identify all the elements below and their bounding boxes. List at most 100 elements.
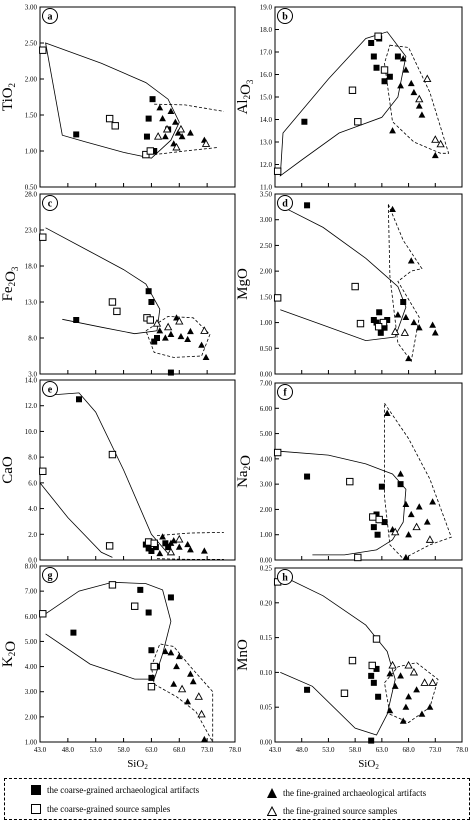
y-tick-label: 1.50 (25, 112, 38, 120)
y-tick-label: 0.10 (260, 669, 273, 677)
coarse-source-point (379, 318, 388, 327)
fine-artifact-point (167, 649, 175, 656)
legend-label-coarse-sources: the coarse-grained source samples (47, 804, 171, 814)
fine-artifact-point (200, 735, 208, 743)
y-tick-label: 3.00 (260, 216, 273, 224)
fine-artifact-point (159, 533, 166, 540)
fine-source-point (412, 522, 421, 531)
coarse-artifact-point (154, 335, 160, 341)
coarse-artifact-point (374, 531, 381, 538)
coarse-source-point (146, 316, 155, 324)
coarse-grained-field-curve (279, 31, 407, 177)
coarse-artifact-point (304, 686, 311, 693)
fine-artifact-point (413, 686, 420, 693)
fine-artifact-point (399, 717, 407, 724)
coarse-artifact-point (145, 609, 152, 616)
coarse-source-point (108, 450, 117, 459)
coarse-artifact-point (148, 647, 155, 654)
y-tick-label: 0.50 (260, 345, 273, 353)
y-tick-label: 3.50 (260, 191, 273, 199)
plot-frame (39, 6, 236, 188)
fine-source-point (177, 684, 187, 693)
coarse-grained-field-curve (280, 450, 407, 556)
y-axis-label-subscript: 3 (10, 266, 20, 271)
open-triangle-icon (267, 806, 277, 816)
plot-frame (39, 379, 236, 561)
y-tick-label: 17.0 (260, 49, 273, 57)
fine-source-point (420, 678, 429, 686)
coarse-artifact-point (384, 317, 391, 323)
fine-source-point (200, 326, 209, 334)
y-tick-label: 2.50 (260, 242, 273, 250)
fine-artifact-point (184, 540, 192, 548)
y-axis-label-text: CaO (0, 456, 16, 484)
open-square-icon (31, 804, 41, 814)
y-tick-label: 5.00 (260, 430, 273, 438)
fine-artifact-point (423, 518, 431, 525)
fine-source-point (404, 660, 413, 669)
fine-artifact-point (410, 88, 418, 96)
y-tick-label: 11.0 (260, 184, 272, 192)
fine-artifact-point (389, 127, 396, 134)
y-axis-label-text: MgO (235, 268, 251, 300)
fine-artifact-point (402, 553, 410, 561)
fine-artifact-point (415, 102, 423, 109)
fine-artifact-point (431, 151, 439, 159)
y-axis-label-text: Fe (0, 286, 16, 301)
coarse-artifact-point (386, 73, 393, 80)
coarse-source-point (150, 662, 158, 671)
fine-source-point (163, 322, 173, 331)
coarse-source-point (105, 114, 114, 123)
y-tick-label: 4.0 (28, 505, 37, 513)
coarse-artifact-point (162, 540, 169, 547)
x-axis-label-subscript: 2 (375, 763, 379, 771)
x-tick-label: 68.0 (173, 746, 186, 754)
x-tick-label: 73.0 (201, 746, 214, 754)
y-tick-label: 3.00 (260, 481, 273, 489)
fine-artifact-point (175, 652, 183, 660)
coarse-artifact-point (394, 53, 401, 60)
y-tick-label: 28.0 (25, 191, 38, 199)
legend-label-fine-artifacts: the fine-grained archaeological artifact… (283, 788, 427, 798)
coarse-grained-field-curve (45, 227, 161, 335)
fine-grained-field-curve (387, 204, 423, 363)
y-tick-label: 0.00 (260, 557, 273, 565)
fine-artifact-point (397, 672, 404, 679)
fine-artifact-point (405, 354, 412, 362)
y-tick-label: 0.25 (260, 565, 273, 573)
fine-artifact-point (402, 703, 410, 710)
fine-artifact-point (389, 205, 396, 213)
coarse-artifact-point (373, 64, 380, 71)
y-tick-label: 1.00 (25, 739, 38, 747)
panel-letter-badge (277, 384, 293, 400)
fine-source-point (423, 74, 432, 83)
y-tick-label: 7.00 (260, 380, 273, 388)
x-axis-label: SiO2 (358, 758, 379, 771)
y-tick-label: 0.0 (28, 557, 37, 565)
fine-source-point (201, 139, 211, 147)
y-tick-label: 0.20 (260, 599, 273, 607)
fine-artifact-point (156, 104, 164, 111)
fine-artifact-point (402, 66, 410, 73)
fine-grained-field-curve (384, 401, 452, 560)
fine-source-point (153, 132, 163, 140)
panel-c: 3.0 8.0 13.0 18.0 23.0 28.0 c Fe2O3 (0, 191, 236, 379)
coarse-artifact-point (376, 309, 383, 316)
coarse-source-point (39, 46, 47, 54)
coarse-source-point (273, 294, 282, 302)
x-tick-label: 43.0 (34, 746, 47, 754)
x-tick-label: 63.0 (376, 746, 389, 754)
y-axis-label: Al2O3 (235, 79, 255, 114)
y-tick-label: 1.50 (260, 293, 273, 301)
y-tick-label: 0.50 (25, 184, 38, 192)
coarse-artifact-point (370, 53, 377, 60)
coarse-artifact-point (151, 338, 158, 345)
y-axis-label-text: O (3, 271, 19, 282)
coarse-artifact-point (73, 317, 80, 323)
coarse-grained-field-curve (39, 482, 113, 558)
coarse-source-point (150, 539, 158, 547)
plot-frame (274, 567, 463, 743)
filled-square-icon (31, 785, 41, 795)
y-tick-label: 4.00 (25, 663, 38, 671)
coarse-source-point (146, 147, 155, 155)
